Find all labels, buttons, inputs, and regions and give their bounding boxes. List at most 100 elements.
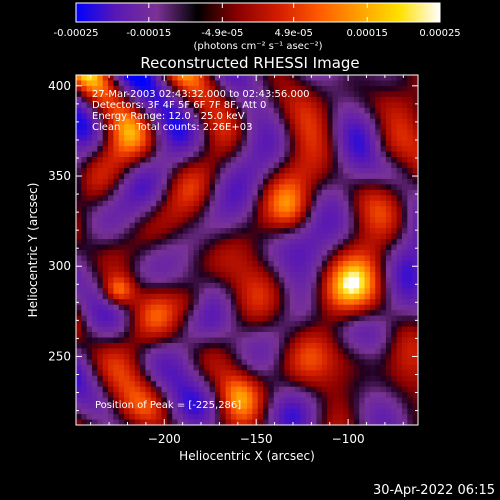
heatmap-cell — [305, 277, 312, 284]
heatmap-cell — [81, 277, 88, 284]
heatmap-cell — [401, 107, 408, 114]
heatmap-cell — [134, 157, 141, 163]
heatmap-cell — [204, 107, 210, 114]
heatmap-cell — [124, 195, 130, 202]
heatmap-cell — [161, 124, 168, 131]
heatmap-cell — [134, 304, 141, 311]
heatmap-cell — [230, 353, 237, 360]
heatmap-cell — [198, 419, 205, 425]
heatmap-cell — [247, 348, 253, 355]
heatmap-cell — [86, 239, 93, 245]
heatmap-cell — [279, 178, 285, 185]
heatmap-cell — [140, 304, 146, 311]
heatmap-cell — [407, 102, 414, 109]
heatmap-cell — [134, 370, 141, 377]
heatmap-cell — [300, 282, 307, 289]
heatmap-cell — [241, 332, 248, 338]
heatmap-cell — [353, 348, 360, 355]
heatmap-cell — [81, 135, 88, 142]
heatmap-cell — [92, 200, 98, 207]
heatmap-cell — [316, 255, 323, 262]
heatmap-cell — [161, 255, 168, 262]
heatmap-cell — [92, 113, 98, 120]
heatmap-cell — [252, 85, 259, 92]
heatmap-cell — [412, 414, 418, 420]
heatmap-cell — [102, 299, 109, 306]
heatmap-cell — [161, 332, 168, 338]
heatmap-cell — [364, 244, 371, 251]
heatmap-cell — [241, 414, 248, 420]
heatmap-cell — [327, 255, 333, 262]
heatmap-cell — [188, 288, 194, 295]
heatmap-cell — [257, 386, 264, 393]
heatmap-cell — [113, 239, 120, 245]
heatmap-cell — [108, 282, 114, 289]
heatmap-cell — [263, 173, 269, 180]
heatmap-cell — [401, 419, 408, 425]
heatmap-cell — [385, 277, 392, 284]
heatmap-cell — [166, 353, 173, 360]
heatmap-cell — [113, 392, 120, 399]
heatmap-cell — [412, 332, 418, 338]
heatmap-cell — [241, 146, 248, 152]
heatmap-cell — [305, 310, 312, 317]
heatmap-cell — [150, 211, 157, 218]
heatmap-cell — [230, 266, 237, 273]
heatmap-cell — [76, 239, 82, 245]
heatmap-cell — [369, 326, 376, 333]
heatmap-cell — [113, 321, 120, 327]
heatmap-cell — [113, 375, 120, 382]
heatmap-cell — [204, 364, 210, 371]
heatmap-cell — [108, 364, 114, 371]
heatmap-cell — [76, 414, 82, 420]
heatmap-cell — [92, 403, 98, 409]
heatmap-cell — [97, 102, 104, 109]
heatmap-cell — [332, 173, 339, 180]
heatmap-cell — [220, 162, 227, 169]
heatmap-cell — [252, 408, 259, 415]
heatmap-cell — [343, 75, 349, 81]
heatmap-cell — [97, 222, 104, 229]
heatmap-cell — [407, 239, 414, 245]
heatmap-cell — [86, 392, 93, 399]
heatmap-cell — [380, 151, 387, 158]
heatmap-cell — [247, 321, 253, 327]
heatmap-cell — [108, 277, 114, 284]
heatmap-cell — [300, 206, 307, 213]
heatmap-cell — [225, 157, 232, 163]
heatmap-cell — [166, 140, 173, 147]
heatmap-cell — [353, 288, 360, 295]
heatmap-cell — [257, 392, 264, 399]
heatmap-cell — [295, 359, 301, 366]
heatmap-cell — [279, 211, 285, 218]
heatmap-cell — [407, 178, 414, 185]
heatmap-cell — [369, 206, 376, 213]
heatmap-cell — [257, 75, 264, 81]
heatmap-cell — [279, 140, 285, 147]
heatmap-cell — [209, 80, 216, 87]
heatmap-cell — [396, 124, 403, 131]
heatmap-cell — [102, 129, 109, 136]
heatmap-cell — [401, 282, 408, 289]
heatmap-cell — [300, 75, 307, 81]
heatmap-cell — [401, 167, 408, 174]
heatmap-cell — [263, 392, 269, 399]
heatmap-cell — [118, 414, 125, 420]
heatmap-cell — [401, 359, 408, 366]
heatmap-cell — [316, 397, 323, 404]
heatmap-cell — [188, 118, 194, 125]
heatmap-cell — [209, 178, 216, 185]
heatmap-cell — [412, 107, 418, 114]
heatmap-cell — [140, 75, 146, 81]
heatmap-cell — [166, 222, 173, 229]
heatmap-cell — [156, 419, 162, 425]
heatmap-cell — [305, 337, 312, 344]
heatmap-cell — [188, 348, 194, 355]
heatmap-cell — [327, 102, 333, 109]
heatmap-cell — [321, 140, 328, 147]
heatmap-cell — [124, 206, 130, 213]
heatmap-cell — [97, 184, 104, 191]
heatmap-cell — [348, 370, 355, 377]
heatmap-cell — [311, 184, 317, 191]
heatmap-cell — [156, 326, 162, 333]
